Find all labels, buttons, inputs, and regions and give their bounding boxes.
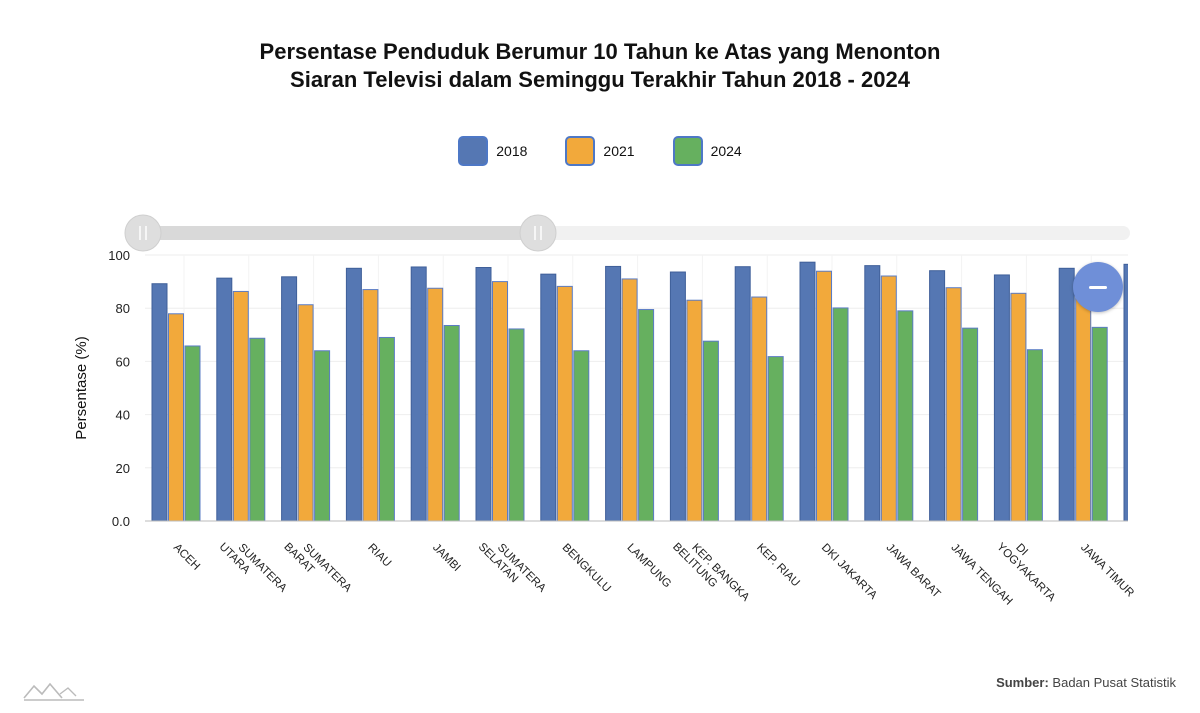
x-tick-label: JAWA TIMUR xyxy=(1078,542,1136,600)
bar-2024[interactable] xyxy=(702,340,719,522)
legend-item-2024[interactable]: 2024 xyxy=(672,136,742,166)
bar-2018[interactable] xyxy=(151,283,168,522)
x-tick-label: BENGKULU xyxy=(560,542,613,595)
legend: 2018 2021 2024 xyxy=(0,136,1200,166)
x-tick-label: RIAU xyxy=(365,542,393,570)
source-note: Sumber: Badan Pusat Statistik xyxy=(996,675,1176,690)
legend-label: 2024 xyxy=(710,143,742,159)
bar-2018[interactable] xyxy=(734,266,751,522)
legend-swatch xyxy=(458,136,489,166)
legend-swatch xyxy=(565,136,596,166)
bar-2021[interactable] xyxy=(945,287,962,522)
minus-icon xyxy=(1089,285,1107,289)
bar-2024[interactable] xyxy=(184,345,201,522)
bar-2024[interactable] xyxy=(1091,326,1108,522)
bar-2021[interactable] xyxy=(880,275,897,522)
x-tick-label: KEP. BANGKABELITUNG xyxy=(670,532,751,613)
bar-2021[interactable] xyxy=(816,270,832,522)
bar-2018[interactable] xyxy=(929,270,946,522)
bar-2018[interactable] xyxy=(605,265,622,522)
bar-2018[interactable] xyxy=(993,274,1010,522)
y-axis-label: Persentase (%) xyxy=(73,336,90,439)
bar-2021[interactable] xyxy=(232,290,249,522)
x-tick-label: SUMATERAUTARA xyxy=(217,532,289,604)
bar-2021[interactable] xyxy=(1010,292,1027,522)
bar-2021[interactable] xyxy=(686,299,703,522)
chart-title-line1: Persentase Penduduk Berumur 10 Tahun ke … xyxy=(259,39,941,64)
bar-2018[interactable] xyxy=(540,273,557,522)
y-tick-label: 20 xyxy=(116,461,130,476)
bar-2024[interactable] xyxy=(314,350,331,522)
bar-2024[interactable] xyxy=(443,324,460,522)
legend-item-2021[interactable]: 2021 xyxy=(565,136,635,166)
mountain-logo-icon xyxy=(23,682,84,701)
bar-2018[interactable] xyxy=(410,266,427,522)
y-tick-label: 80 xyxy=(116,301,130,316)
source-label: Sumber: xyxy=(996,675,1049,690)
bar-2018-partial[interactable] xyxy=(1123,263,1139,522)
bar-2021[interactable] xyxy=(427,287,444,522)
bar-2018[interactable] xyxy=(1058,267,1075,522)
x-tick-label: SUMATERASELATAN xyxy=(476,532,548,604)
zoom-out-button[interactable] xyxy=(1073,262,1123,312)
bar-2018[interactable] xyxy=(475,267,492,522)
bar-2021[interactable] xyxy=(751,296,768,522)
bar-2024[interactable] xyxy=(508,328,525,522)
legend-swatch xyxy=(672,136,703,166)
x-tick-label: JAWA BARAT xyxy=(884,542,943,601)
chart-title: Persentase Penduduk Berumur 10 Tahun ke … xyxy=(0,38,1200,94)
y-tick-label: 100 xyxy=(108,248,130,263)
bar-2024[interactable] xyxy=(249,337,266,522)
x-tick-label: SUMATERABARAT xyxy=(281,532,353,604)
source-text: Badan Pusat Statistik xyxy=(1052,675,1176,690)
y-tick-label: 60 xyxy=(116,354,130,369)
bar-2018[interactable] xyxy=(345,267,362,522)
bar-2018[interactable] xyxy=(216,277,233,522)
x-tick-label: DKI JAKARTA xyxy=(819,542,879,602)
bar-2021[interactable] xyxy=(556,285,573,522)
bar-2024[interactable] xyxy=(378,336,395,522)
range-slider-selection[interactable] xyxy=(143,226,538,240)
bar-2021[interactable] xyxy=(492,281,508,522)
legend-label: 2021 xyxy=(603,143,635,159)
chart-title-line2: Siaran Televisi dalam Seminggu Terakhir … xyxy=(290,67,910,92)
bar-2024[interactable] xyxy=(962,327,979,522)
legend-item-2018[interactable]: 2018 xyxy=(458,136,527,166)
x-tick-label: JAMBI xyxy=(430,542,462,574)
bar-2024[interactable] xyxy=(573,350,590,522)
x-tick-label: KEP. RIAU xyxy=(754,542,802,590)
bar-2018[interactable] xyxy=(864,265,881,522)
bar-2024[interactable] xyxy=(897,310,914,522)
bar-2018[interactable] xyxy=(799,261,816,522)
bars-group xyxy=(151,255,1139,522)
handle-knob xyxy=(519,214,557,252)
bar-2021[interactable] xyxy=(297,304,314,522)
range-slider-handle-right[interactable] xyxy=(519,214,557,252)
bar-2021[interactable] xyxy=(621,278,638,522)
bar-2024[interactable] xyxy=(638,309,655,522)
bar-2021[interactable] xyxy=(362,289,379,522)
bar-2024[interactable] xyxy=(767,356,784,522)
bar-2021[interactable] xyxy=(168,313,184,522)
y-tick-label: 40 xyxy=(116,408,130,423)
handle-knob xyxy=(124,214,162,252)
legend-label: 2018 xyxy=(496,143,528,159)
x-tick-label: ACEH xyxy=(171,542,202,573)
bar-2018[interactable] xyxy=(669,271,686,522)
range-slider-handle-left[interactable] xyxy=(124,214,162,252)
bar-2021[interactable] xyxy=(1075,277,1092,522)
y-tick-label: 0.0 xyxy=(112,514,130,529)
bar-2024[interactable] xyxy=(832,307,849,522)
x-tick-label: LAMPUNG xyxy=(624,542,673,591)
bar-2024[interactable] xyxy=(1026,349,1043,522)
bar-2018[interactable] xyxy=(281,276,298,522)
